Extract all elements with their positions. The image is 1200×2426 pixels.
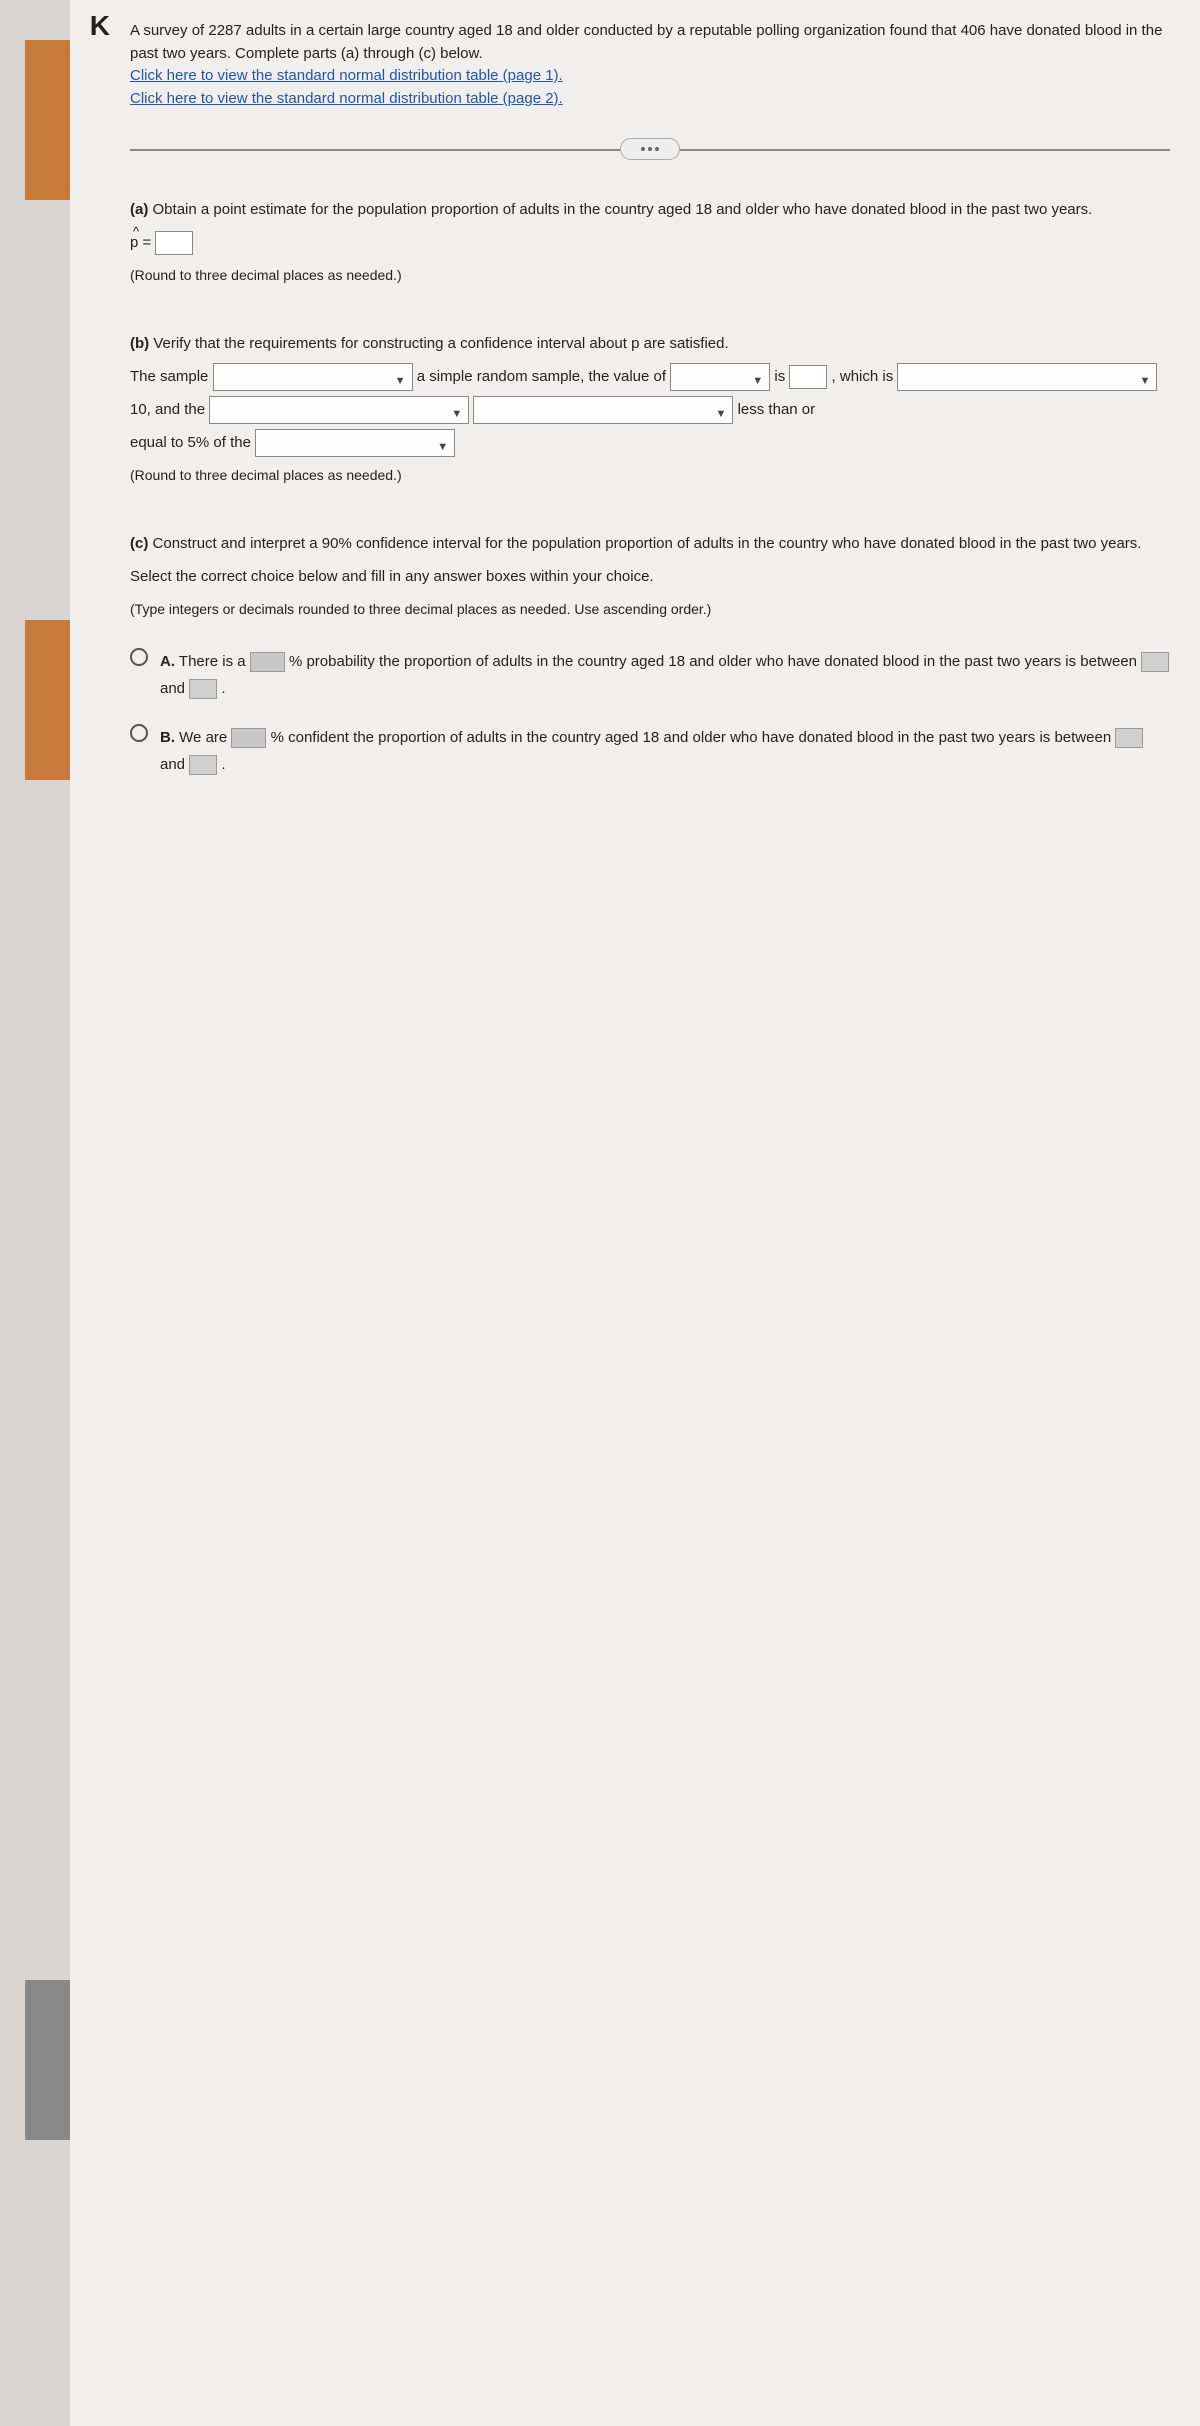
orange-tab-1 bbox=[25, 40, 70, 200]
dropdown-and-the[interactable] bbox=[209, 396, 469, 424]
b-text-3: is bbox=[774, 368, 785, 385]
section-divider bbox=[130, 135, 1170, 163]
intro-text: A survey of 2287 adults in a certain lar… bbox=[130, 22, 1162, 62]
part-c-label: (c) Construct and interpret a 90% confid… bbox=[130, 535, 1141, 585]
b-text-5: 10, and the bbox=[130, 401, 205, 418]
link-page2[interactable]: Click here to view the standard normal d… bbox=[130, 88, 1170, 111]
option-b-text: B. We are % confident the proportion of … bbox=[160, 724, 1170, 778]
intro-block: A survey of 2287 adults in a certain lar… bbox=[130, 20, 1170, 110]
p-hat-input[interactable] bbox=[155, 231, 193, 255]
option-a-lower-box[interactable] bbox=[1141, 652, 1169, 672]
hat-symbol: ^ bbox=[133, 218, 139, 247]
content-area: A survey of 2287 adults in a certain lar… bbox=[70, 0, 1200, 2426]
orange-tab-2 bbox=[25, 620, 70, 780]
option-b-upper-box[interactable] bbox=[189, 755, 217, 775]
page-container: K A survey of 2287 adults in a certain l… bbox=[0, 0, 1200, 2426]
dropdown-value-of[interactable] bbox=[670, 363, 770, 391]
option-a-text: A. There is a % probability the proporti… bbox=[160, 648, 1170, 702]
part-b-label: (b) Verify that the requirements for con… bbox=[130, 335, 729, 352]
part-a-block: (a) Obtain a point estimate for the popu… bbox=[130, 193, 1170, 292]
part-a-round-note: (Round to three decimal places as needed… bbox=[130, 267, 402, 283]
b-text-1: The sample bbox=[130, 368, 208, 385]
collapse-icon[interactable]: K bbox=[90, 10, 110, 42]
divider-pill[interactable] bbox=[620, 138, 680, 160]
value-input[interactable] bbox=[789, 365, 827, 389]
option-b-percent-box[interactable] bbox=[231, 728, 266, 748]
part-b-block: (b) Verify that the requirements for con… bbox=[130, 327, 1170, 492]
b-text-7: equal to 5% of the bbox=[130, 434, 251, 451]
option-b-lower-box[interactable] bbox=[1115, 728, 1143, 748]
b-text-6: less than or bbox=[738, 401, 816, 418]
option-a-upper-box[interactable] bbox=[189, 679, 217, 699]
dropdown-5percent[interactable] bbox=[255, 429, 455, 457]
dropdown-which-is[interactable] bbox=[897, 363, 1157, 391]
radio-a[interactable] bbox=[130, 648, 148, 666]
option-b-row: B. We are % confident the proportion of … bbox=[130, 720, 1170, 778]
gray-tab bbox=[25, 1980, 70, 2140]
part-b-round-note: (Round to three decimal places as needed… bbox=[130, 467, 402, 483]
b-text-4: , which is bbox=[832, 368, 894, 385]
radio-b[interactable] bbox=[130, 724, 148, 742]
link-page1[interactable]: Click here to view the standard normal d… bbox=[130, 65, 1170, 88]
part-a-label: (a) Obtain a point estimate for the popu… bbox=[130, 201, 1092, 218]
option-a-percent-box[interactable] bbox=[250, 652, 285, 672]
option-a-row: A. There is a % probability the proporti… bbox=[130, 644, 1170, 702]
dropdown-lessthan[interactable] bbox=[473, 396, 733, 424]
option-b-label: B. bbox=[160, 729, 175, 746]
b-text-2: a simple random sample, the value of bbox=[417, 368, 666, 385]
left-margin-bar: K bbox=[0, 0, 70, 2426]
part-c-note: (Type integers or decimals rounded to th… bbox=[130, 601, 711, 617]
dropdown-sample-is[interactable] bbox=[213, 363, 413, 391]
option-a-label: A. bbox=[160, 653, 175, 670]
part-c-block: (c) Construct and interpret a 90% confid… bbox=[130, 527, 1170, 778]
